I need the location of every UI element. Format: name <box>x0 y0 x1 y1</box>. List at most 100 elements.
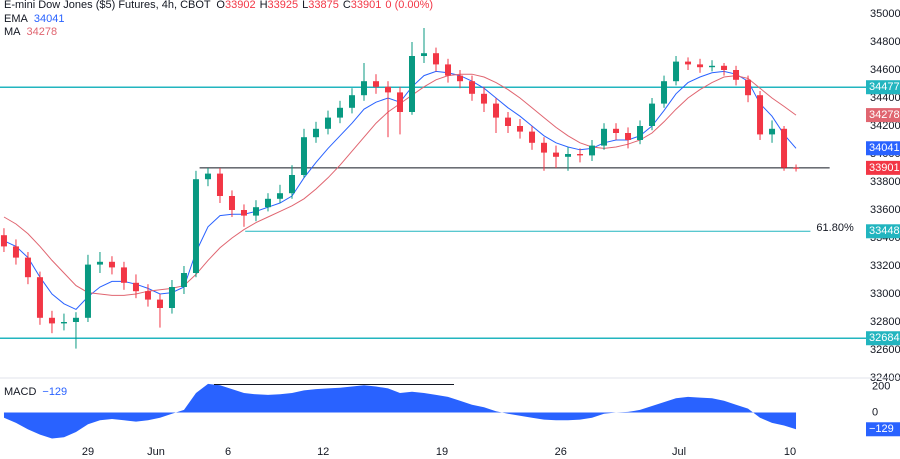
ohlc-value: 33925 <box>268 0 299 11</box>
x-tick-label: Jul <box>672 446 686 458</box>
price-box <box>866 141 900 156</box>
ohlc-value: 33902 <box>225 0 256 11</box>
candle-body <box>372 81 379 87</box>
candle-body <box>420 53 427 56</box>
candle-body <box>517 126 524 132</box>
candle-body <box>781 128 788 168</box>
candle-body <box>541 142 548 153</box>
candle-body <box>180 273 187 287</box>
macd-legend: MACD −129 <box>4 386 67 398</box>
macd-value: −129 <box>42 386 67 398</box>
candle-body <box>721 65 728 70</box>
candle-body <box>625 133 632 140</box>
candle-body <box>553 152 560 157</box>
candle-body <box>733 70 740 80</box>
x-tick-label: 26 <box>555 446 567 458</box>
candle-body <box>12 246 19 258</box>
macd-tick-label: 200 <box>872 380 890 392</box>
price-box <box>866 80 900 95</box>
candle-body <box>252 207 259 216</box>
candle-body <box>36 277 43 318</box>
candle-body <box>577 154 584 156</box>
candle-body <box>324 117 331 129</box>
candle-body <box>685 61 692 65</box>
candle-body <box>673 61 680 82</box>
candle-body <box>300 137 307 175</box>
candle-body <box>72 317 79 322</box>
candle-body <box>228 196 235 210</box>
candle-body <box>84 264 91 318</box>
price-box <box>866 331 900 346</box>
candle-body <box>757 95 764 135</box>
candle-body <box>601 128 608 146</box>
candle-body <box>336 107 343 118</box>
candle-body <box>108 261 115 268</box>
candle-body <box>793 167 800 169</box>
x-tick-label: Jun <box>147 446 165 458</box>
candle-body <box>276 193 283 199</box>
candle-body <box>637 126 644 140</box>
price-box <box>866 224 900 239</box>
candle-body <box>745 79 752 96</box>
y-tick-label: 33800 <box>870 176 900 188</box>
candle-body <box>481 93 488 104</box>
legend-value: 34041 <box>34 13 65 25</box>
candle-body <box>493 103 500 118</box>
ohlc-letter: C <box>343 0 351 11</box>
y-tick-label: 35000 <box>870 8 900 20</box>
macd-tick-label: 0 <box>872 406 878 418</box>
ohlc-value: 33901 <box>351 0 382 11</box>
x-tick-label: 19 <box>436 446 448 458</box>
price-box <box>866 160 900 175</box>
candle-body <box>445 64 452 76</box>
y-tick-label: 34800 <box>870 36 900 48</box>
y-tick-label: 33000 <box>870 288 900 300</box>
candle-body <box>697 64 704 68</box>
candle-body <box>192 179 199 273</box>
y-tick-label: 34200 <box>870 120 900 132</box>
candle-body <box>769 128 776 135</box>
legend-name: EMA <box>4 13 29 25</box>
candle-body <box>360 81 367 96</box>
x-tick-label: 6 <box>225 446 231 458</box>
legend-name: MA <box>4 26 21 38</box>
y-tick-label: 33600 <box>870 204 900 216</box>
candle-body <box>661 81 668 104</box>
candle-body <box>312 128 319 138</box>
price-box <box>866 108 900 123</box>
candle-body <box>264 198 271 208</box>
candle-body <box>529 131 536 143</box>
macd-box-label: −129 <box>869 423 894 435</box>
y-tick-label: 32800 <box>870 316 900 328</box>
price-box-label: 33901 <box>869 162 900 174</box>
y-tick-label: 34600 <box>870 64 900 76</box>
candle-body <box>589 145 596 156</box>
candle-body <box>348 95 355 108</box>
price-box-label: 32684 <box>869 332 900 344</box>
macd-name: MACD <box>4 386 36 398</box>
price-box-label: 34477 <box>869 81 900 93</box>
x-tick-label: 10 <box>784 446 796 458</box>
candle-body <box>649 103 656 126</box>
candle-body <box>384 86 391 93</box>
price-box-label: 33448 <box>869 225 900 237</box>
legend-entry: EMA 34041 <box>4 13 64 25</box>
price-box-label: 34278 <box>869 109 900 121</box>
candle-body <box>216 173 223 196</box>
candle-body <box>408 56 415 112</box>
candle-body <box>24 257 31 278</box>
y-tick-label: 34400 <box>870 92 900 104</box>
candle-body <box>168 287 175 308</box>
candle-body <box>288 175 295 194</box>
ohlc-letter: O <box>216 0 225 11</box>
candle-body <box>48 317 55 324</box>
x-tick-label: 12 <box>317 446 329 458</box>
title: E-mini Dow Jones ($5) Futures, 4h, CBOT <box>4 0 211 11</box>
candle-body <box>60 322 67 324</box>
candle-body <box>457 75 464 82</box>
legend-entry: MA 34278 <box>4 26 57 38</box>
candle-body <box>132 282 139 292</box>
candle-body <box>120 267 127 283</box>
candle-body <box>709 65 716 68</box>
